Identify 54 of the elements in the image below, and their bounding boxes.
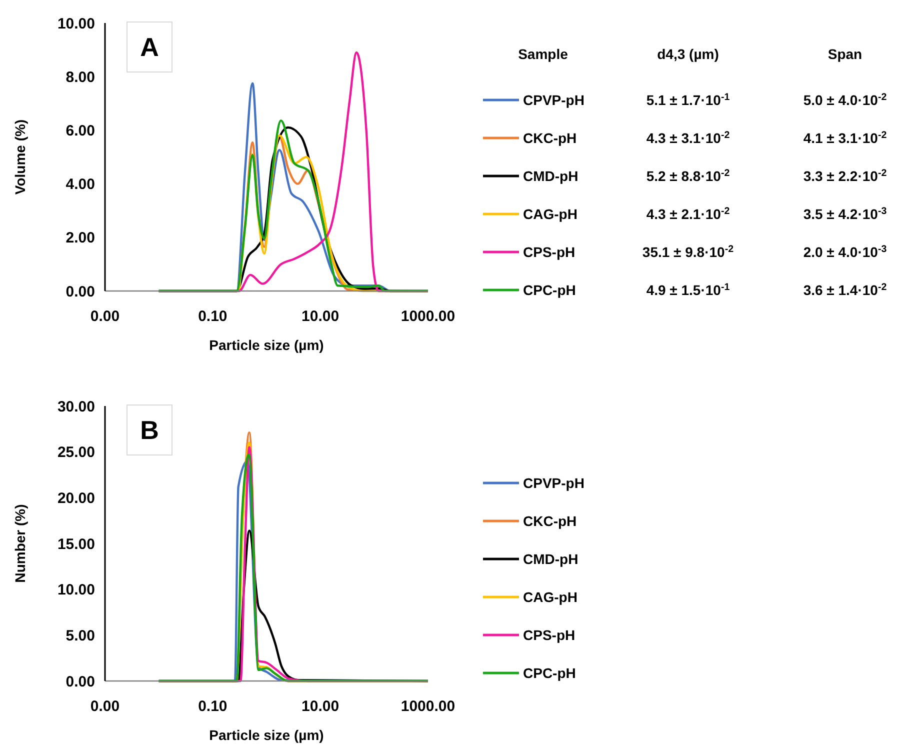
text: Sample (518, 46, 568, 62)
text: 2.0 ± 4.0·10$^{-3}$ (803, 243, 888, 260)
y-axis-title: Number (%) (12, 504, 28, 583)
legend-label: CAG-pH (523, 588, 578, 605)
legend-label: CAG-pH (523, 206, 578, 222)
y-tick-label: 25.00 (57, 444, 95, 462)
y-tick-label: 20.00 (57, 490, 95, 507)
x-tick-label: 10.00 (302, 308, 340, 325)
y-tick-label: 0.00 (66, 283, 95, 300)
text: 35.1 ± 9.8·10$^{-2}$ (642, 243, 734, 260)
text: 4.3 ± 3.1·10$^{-2}$ (646, 129, 730, 146)
x-tick-label: 1000.00 (400, 698, 456, 715)
x-axis-title: Particle size (µm) (209, 337, 324, 353)
legend-label: CPC-pH (523, 664, 576, 681)
x-tick-label: 1000.00 (400, 308, 456, 325)
y-tick-label: 0.00 (66, 673, 95, 690)
legend-label: CKC-pH (523, 130, 577, 146)
x-tick-label: 0.00 (90, 308, 120, 325)
text: 4.9 ± 1.5·10$^{-1}$ (646, 281, 730, 298)
text: d4,3 (µm) (657, 46, 719, 62)
x-axis-title: Particle size (µm) (209, 727, 324, 743)
legend-label: CMD-pH (523, 550, 578, 567)
x-tick-label: 0.10 (198, 698, 228, 715)
legend-label: CPVP-pH (523, 92, 584, 108)
text: 4.1 ± 3.1·10$^{-2}$ (803, 129, 888, 146)
legend-label: CKC-pH (523, 512, 577, 529)
y-tick-label: 8.00 (66, 68, 95, 86)
legend-label: CMD-pH (523, 168, 578, 184)
text: Span (828, 46, 862, 62)
y-tick-label: 6.00 (66, 122, 95, 140)
text: 3.6 ± 1.4·10$^{-2}$ (803, 281, 888, 298)
chart-title: A (140, 32, 160, 62)
y-tick-label: 10.00 (57, 15, 95, 32)
legend-label: CPS-pH (523, 244, 576, 260)
text: 5.1 ± 1.7·10$^{-1}$ (646, 91, 730, 108)
text: 4.3 ± 2.1·10$^{-2}$ (646, 205, 730, 222)
legend-label: CPVP-pH (523, 474, 584, 491)
text: 5.2 ± 8.8·10$^{-2}$ (646, 167, 730, 184)
y-tick-label: 4.00 (66, 176, 95, 194)
text: 3.5 ± 4.2·10$^{-3}$ (803, 205, 888, 222)
x-tick-label: 0.00 (90, 698, 120, 715)
y-tick-label: 30.00 (57, 398, 95, 416)
y-tick-label: 2.00 (66, 230, 95, 247)
y-tick-label: 15.00 (57, 536, 95, 553)
legend-label: CPS-pH (523, 626, 576, 643)
y-tick-label: 10.00 (57, 582, 95, 599)
text: 5.0 ± 4.0·10$^{-2}$ (803, 91, 888, 108)
y-axis-title: Volume (%) (12, 119, 28, 195)
x-tick-label: 10.00 (302, 698, 340, 715)
x-tick-label: 0.10 (198, 308, 228, 325)
legend-label: CPC-pH (523, 282, 576, 298)
chart-title: B (140, 415, 159, 445)
y-tick-label: 5.00 (66, 627, 95, 644)
text: 3.3 ± 2.2·10$^{-2}$ (803, 167, 888, 184)
